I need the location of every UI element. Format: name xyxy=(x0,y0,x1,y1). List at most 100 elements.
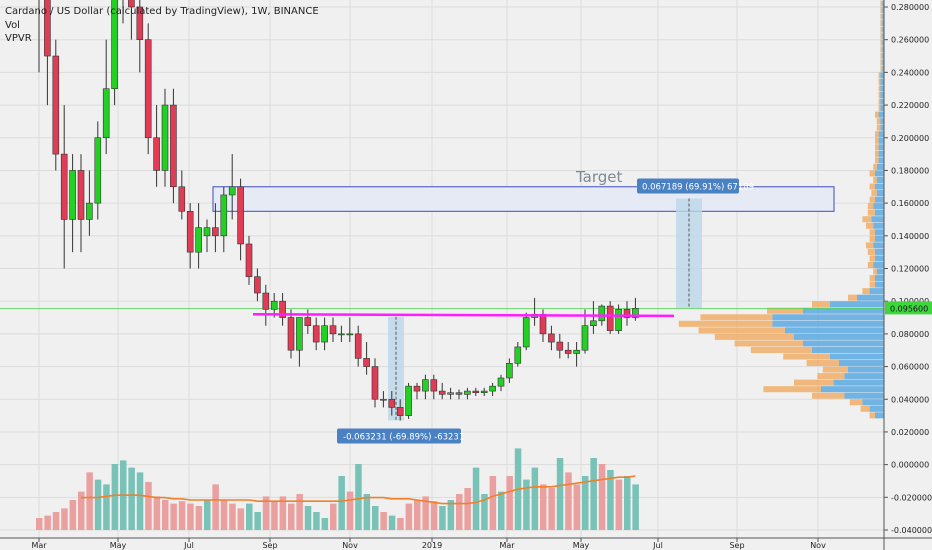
candle-body xyxy=(69,170,76,220)
candle-body xyxy=(128,0,135,8)
volume-bar xyxy=(380,512,387,530)
candle-body xyxy=(573,349,580,354)
candle-body xyxy=(228,186,236,196)
candle-body xyxy=(489,385,496,392)
volume-bar xyxy=(531,467,539,530)
volume-bar xyxy=(548,488,555,530)
vpvr-row-up xyxy=(875,248,884,255)
candle-body xyxy=(94,137,102,204)
vpvr-row-up xyxy=(882,39,884,46)
vpvr-row-down xyxy=(806,360,839,367)
candle-body xyxy=(548,333,555,343)
candle-body xyxy=(388,398,396,408)
vpvr-row-down xyxy=(880,65,883,72)
volume-bar xyxy=(414,500,421,530)
vpvr-row-down xyxy=(750,346,812,353)
candle-body xyxy=(161,104,169,171)
y-tick-label: -0.040000 xyxy=(891,526,932,535)
vpvr-row-down xyxy=(849,399,863,406)
vpvr-row-up xyxy=(875,255,884,262)
candle-body xyxy=(329,325,337,335)
candle-body xyxy=(212,227,219,237)
vpvr-row-down xyxy=(867,261,874,268)
y-tick-label: 0.160000 xyxy=(891,199,929,208)
candle-body xyxy=(304,317,312,327)
vpvr-row-up xyxy=(803,340,884,347)
vpvr-row-down xyxy=(869,183,875,190)
candle-body xyxy=(497,377,505,387)
down-measure-label-bg xyxy=(337,428,461,444)
neckline-line xyxy=(252,313,675,318)
candle-body xyxy=(136,6,144,40)
x-tick-label: Nov xyxy=(810,541,826,550)
vpvr-row-up xyxy=(869,405,884,412)
vpvr-row-up xyxy=(848,366,884,373)
y-axis-panel xyxy=(884,0,932,550)
vpvr-row-up xyxy=(878,144,884,151)
volume-bar xyxy=(598,464,606,530)
vpvr-row-up xyxy=(873,261,884,268)
candle-body xyxy=(447,392,454,395)
volume-bar xyxy=(187,503,194,530)
candle-body xyxy=(237,186,244,245)
candle-body xyxy=(338,333,345,336)
chart-header: Cardano / US Dollar (calculated by Tradi… xyxy=(5,6,319,44)
candle-body xyxy=(144,39,152,139)
vpvr-row-up xyxy=(880,124,884,131)
volume-bar xyxy=(304,506,312,530)
candle-body xyxy=(220,194,228,237)
vpvr-row-down xyxy=(822,366,848,373)
candle-body xyxy=(632,308,639,318)
y-tick-label: 0.220000 xyxy=(891,101,929,110)
volume-bar xyxy=(94,479,102,530)
candle-body xyxy=(405,385,412,416)
y-tick-label: 0.240000 xyxy=(891,68,929,77)
target-label: Target xyxy=(575,168,623,186)
y-tick-label: 0.140000 xyxy=(891,232,929,241)
candle-body xyxy=(413,385,421,392)
vpvr-row-up xyxy=(875,183,884,190)
y-tick-label: -0.020000 xyxy=(891,493,932,502)
vpvr-row-down xyxy=(875,144,879,151)
vpvr-row-up xyxy=(830,301,884,308)
volume-bar xyxy=(145,482,152,530)
up-measure-label-bg xyxy=(637,178,739,194)
vpvr-row-down xyxy=(873,176,877,184)
volume-bar xyxy=(229,503,236,530)
current-price-label: 0.095600 xyxy=(890,304,928,313)
vpvr-row-down xyxy=(817,373,845,380)
volume-bar xyxy=(246,503,253,530)
candle-body xyxy=(623,309,631,318)
volume-bar xyxy=(128,467,135,530)
vpvr-row-down xyxy=(867,203,874,210)
volume-bar xyxy=(472,467,480,530)
vpvr-row-up xyxy=(878,150,884,157)
vpvr-row-up xyxy=(882,13,884,20)
candle-body xyxy=(312,325,320,343)
vpvr-row-down xyxy=(878,72,881,79)
volume-bar xyxy=(556,458,564,530)
x-tick-label: Jul xyxy=(652,541,663,550)
volume-bar xyxy=(78,491,85,530)
vpvr-row-down xyxy=(880,39,883,46)
volume-bar xyxy=(590,458,597,530)
vpvr-row-down xyxy=(783,353,830,360)
vpvr-row-up xyxy=(772,314,884,321)
volume-bar xyxy=(321,518,329,530)
vpvr-row-up xyxy=(882,20,884,27)
vpvr-row-up xyxy=(862,399,884,406)
x-tick-label: May xyxy=(573,541,590,550)
indicator-vol-label: Vol xyxy=(5,20,20,31)
volume-bar xyxy=(178,501,186,530)
candle-body xyxy=(287,317,295,351)
vpvr-row-up xyxy=(844,373,884,380)
volume-bar xyxy=(44,515,51,530)
vpvr-row-down xyxy=(880,20,883,27)
vpvr-row-down xyxy=(880,7,883,14)
volume-bar xyxy=(456,494,463,530)
vpvr-row-up xyxy=(812,346,884,353)
candle-body xyxy=(363,358,370,367)
vpvr-row-down xyxy=(876,124,881,131)
candle-body xyxy=(422,379,429,392)
